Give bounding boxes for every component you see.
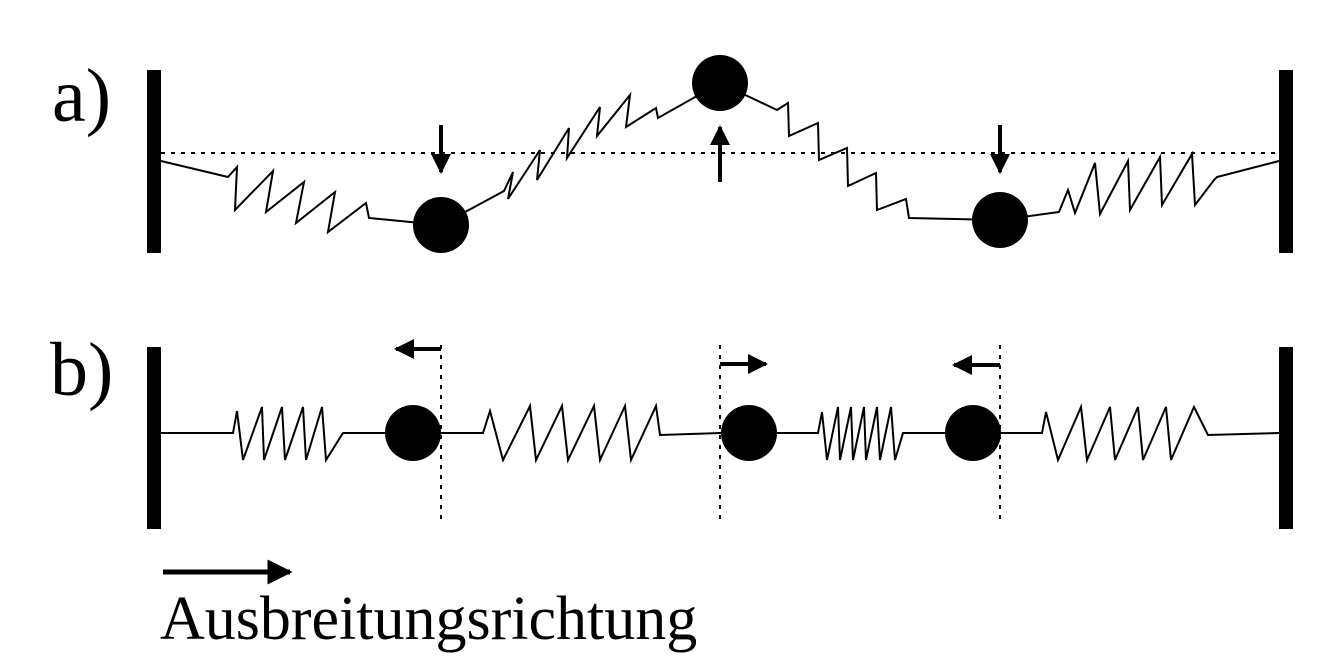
mass-a2 — [692, 55, 748, 111]
mass-a1 — [413, 197, 469, 253]
left-wall-b — [147, 347, 161, 529]
propagation-direction-label: Ausbreitungsrichtung — [160, 585, 698, 653]
spring-b3 — [749, 406, 945, 461]
spring-a1 — [160, 160, 442, 235]
panel-a-label: a) — [52, 54, 112, 138]
spring-b1 — [161, 406, 385, 464]
right-wall-a — [1279, 70, 1293, 253]
left-wall-a — [147, 70, 161, 253]
spring-a3 — [719, 82, 1001, 221]
spring-b2 — [413, 402, 722, 464]
panel-b — [147, 339, 1293, 529]
right-wall-b — [1279, 347, 1293, 529]
mass-b3 — [945, 405, 1001, 461]
mass-b1 — [385, 405, 441, 461]
mass-a3 — [972, 192, 1028, 248]
spring-a2 — [440, 82, 721, 226]
panel-b-label: b) — [50, 328, 114, 412]
mass-b2 — [721, 405, 777, 461]
panel-a — [147, 55, 1293, 253]
spring-b4 — [973, 403, 1280, 464]
spring-a4 — [999, 150, 1280, 221]
